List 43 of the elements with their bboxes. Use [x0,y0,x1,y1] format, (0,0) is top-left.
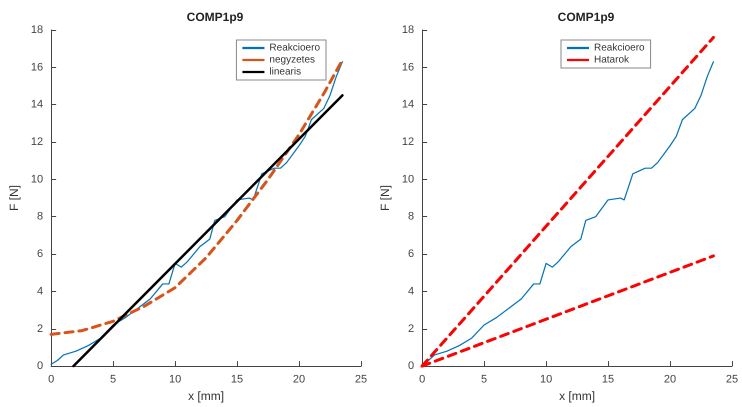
x-tick-label: 5 [110,374,116,386]
y-tick-label: 2 [408,322,414,335]
y-axis-title: F [N] [7,185,21,212]
y-tick-label: 18 [402,24,414,36]
x-tick-label: 20 [292,374,306,386]
y-tick-label: 2 [37,322,44,335]
y-tick-label: 8 [37,210,44,223]
y-tick-label: 14 [30,98,44,111]
x-tick-label: 15 [230,374,244,386]
x-tick-label: 15 [602,374,614,386]
x-tick-label: 5 [481,374,488,386]
legend-label: Reakcioero [594,42,646,54]
y-tick-label: 12 [402,136,414,148]
y-tick-label: 10 [30,173,44,186]
y-tick-label: 16 [30,61,44,74]
legend-label: Reakcioero [269,42,320,54]
y-tick-label: 0 [37,360,44,372]
x-axis-title: x [mm] [559,389,596,403]
y-tick-label: 12 [30,136,44,148]
x-tick-label: 10 [168,374,182,386]
y-tick-label: 4 [37,285,44,298]
chart-title: COMP1p9 [558,10,615,24]
legend-label: Hatarok [594,54,630,66]
x-axis-title: x [mm] [188,389,224,403]
y-axis-title: F [N] [378,185,392,212]
x-tick-label: 20 [664,374,676,386]
legend-label: linearis [269,66,302,78]
x-tick-label: 0 [48,374,54,386]
y-tick-label: 4 [408,285,414,298]
x-tick-label: 0 [419,374,426,386]
y-tick-label: 10 [402,173,414,186]
chart-title: COMP1p9 [186,10,244,24]
y-tick-label: 8 [408,210,414,223]
y-tick-label: 14 [402,98,414,111]
y-tick-label: 18 [30,24,44,36]
y-tick-label: 6 [408,248,414,260]
legend-label: negyzetes [269,54,316,66]
y-tick-label: 6 [37,248,44,260]
y-tick-label: 0 [408,360,414,372]
x-tick-label: 25 [726,374,738,386]
y-tick-label: 16 [402,61,414,74]
x-tick-label: 25 [354,374,368,386]
x-tick-label: 10 [540,374,552,386]
